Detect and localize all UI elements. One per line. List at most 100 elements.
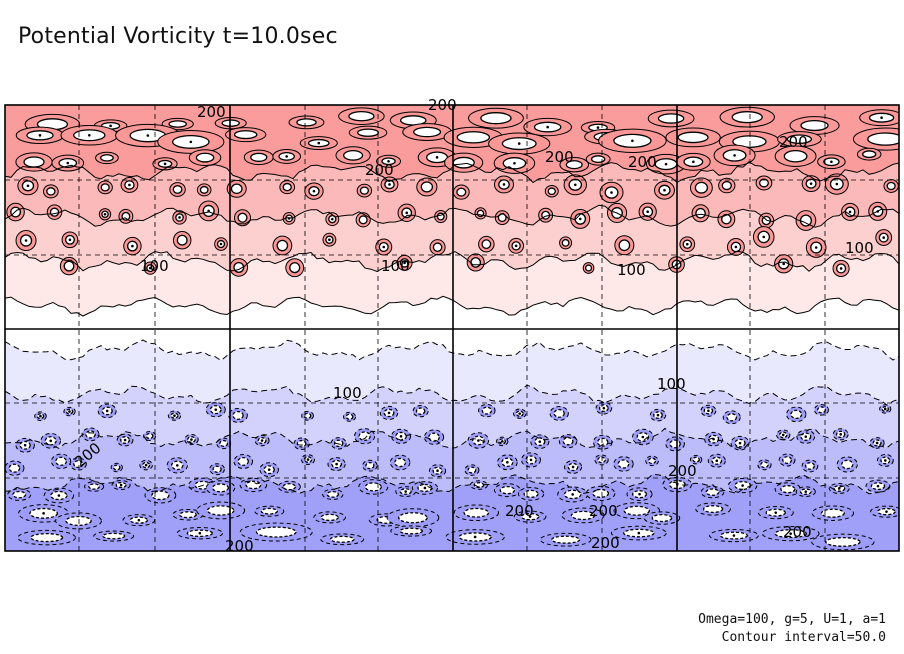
vortex-core — [669, 439, 681, 449]
vortex-center — [173, 414, 176, 417]
vortex — [613, 456, 634, 472]
vortex — [157, 129, 225, 154]
contour-label: 200 — [591, 534, 620, 552]
contour-label: 200 — [589, 502, 618, 520]
vortex — [259, 462, 279, 478]
vortex — [395, 486, 417, 497]
vortex-core — [23, 156, 45, 168]
vortex-center — [715, 459, 719, 463]
vortex — [304, 182, 324, 200]
vortex — [167, 410, 182, 421]
vortex — [43, 487, 75, 504]
vortex-core — [63, 260, 75, 272]
vortex-core — [867, 132, 899, 146]
vortex-center — [285, 155, 288, 158]
vortex — [362, 459, 378, 472]
vortex — [110, 462, 123, 473]
vortex — [594, 454, 609, 466]
vortex-center — [403, 261, 406, 265]
vortex-core — [786, 134, 813, 144]
vortex-core — [296, 439, 307, 448]
vortex — [172, 210, 187, 225]
vortex — [300, 454, 316, 466]
vortex-core — [463, 507, 490, 518]
vortex — [786, 406, 807, 423]
vortex — [774, 254, 794, 274]
vortex — [233, 453, 254, 469]
vortex — [216, 437, 232, 450]
vortex-core — [651, 513, 673, 523]
vortex-core — [816, 406, 826, 414]
vortex-center — [214, 408, 218, 411]
vortex-center — [517, 142, 521, 145]
vortex-core — [100, 183, 110, 192]
vortex-core — [657, 113, 685, 124]
vortex-core — [230, 183, 243, 195]
vortex-center — [42, 512, 45, 515]
vortex-core — [358, 215, 368, 225]
vortex-core — [432, 242, 443, 253]
vortex-center — [163, 162, 167, 166]
vortex — [488, 132, 551, 155]
vortex-core — [805, 462, 815, 470]
vortex-center — [24, 239, 28, 242]
vortex — [598, 128, 667, 154]
vortex — [120, 177, 139, 193]
vortex-center — [146, 134, 150, 137]
vortex — [836, 456, 858, 473]
vortex — [17, 529, 76, 546]
vortex — [139, 459, 153, 471]
vortex-center — [692, 160, 695, 164]
vortex-core — [547, 187, 556, 196]
vortex-center — [837, 487, 841, 490]
vortex-core — [780, 485, 796, 494]
vortex-core — [825, 537, 861, 547]
contour-label: 100 — [845, 239, 874, 257]
vortex — [665, 436, 685, 452]
vortex — [293, 437, 310, 450]
vortex-core — [760, 461, 769, 469]
vortex-core — [702, 505, 724, 514]
vortex — [356, 183, 373, 198]
vortex — [7, 488, 32, 501]
vortex-center — [741, 484, 744, 487]
vortex-center — [518, 412, 522, 415]
vortex-core — [176, 234, 188, 246]
vortex-core — [46, 187, 56, 196]
vortex — [402, 123, 452, 141]
vortex-center — [839, 267, 843, 270]
vortex — [675, 152, 711, 171]
vortex-core — [732, 135, 767, 148]
vortex-center — [762, 235, 766, 239]
vortex-core — [841, 459, 854, 470]
vortex-core — [145, 432, 154, 440]
vortex — [774, 482, 802, 497]
contour-label: 200 — [779, 133, 808, 151]
vortex-center — [610, 191, 613, 194]
vortex — [429, 464, 447, 478]
vortex — [172, 508, 204, 521]
vortex — [423, 429, 445, 445]
vortex-core — [8, 463, 21, 473]
vortex — [691, 204, 710, 223]
vortex-center — [734, 245, 738, 249]
vortex-center — [105, 409, 109, 413]
vortex-center — [848, 210, 852, 214]
vortex-center — [502, 183, 506, 186]
vortex-center — [175, 464, 179, 467]
vortex — [757, 505, 794, 520]
plot-frame — [4, 104, 900, 552]
contour-label: 200 — [365, 161, 394, 179]
vortex-core — [172, 185, 183, 194]
vortex-core — [55, 456, 68, 466]
vortex-center — [267, 468, 271, 471]
vortex — [188, 149, 222, 166]
vortex — [530, 434, 550, 450]
vortex-core — [590, 155, 606, 164]
vortex-core — [73, 460, 84, 469]
vortex — [564, 460, 583, 474]
vortex — [34, 411, 47, 422]
vortex — [796, 429, 816, 444]
vortex-core — [112, 464, 121, 471]
contour-label: 200 — [628, 153, 657, 171]
